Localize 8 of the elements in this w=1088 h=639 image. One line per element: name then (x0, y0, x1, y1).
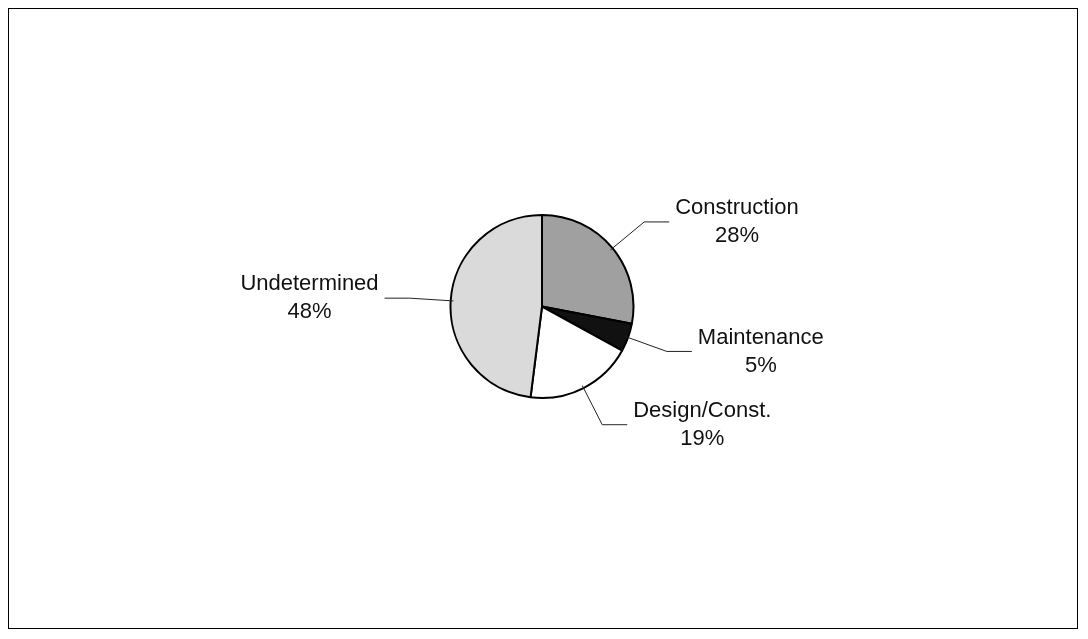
slice-label: Construction (675, 193, 799, 219)
data-label: 19% (680, 424, 725, 450)
slice-label: Undetermined (240, 270, 379, 296)
slice-label: Design/Const. (633, 396, 772, 422)
data-label: 5% (744, 351, 777, 377)
data-label: 28% (714, 221, 759, 247)
slice-label: Maintenance (697, 323, 824, 349)
data-label: 48% (287, 298, 332, 324)
